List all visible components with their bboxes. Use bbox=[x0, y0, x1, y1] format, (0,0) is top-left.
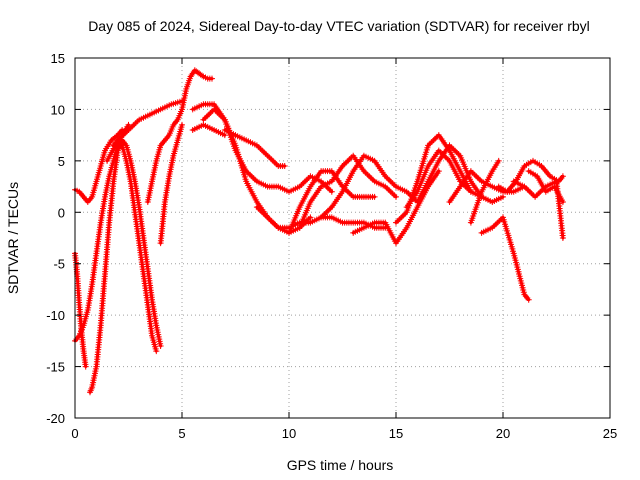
plus-markers bbox=[467, 157, 502, 226]
series-arc3 bbox=[87, 137, 126, 396]
series-line bbox=[146, 68, 201, 204]
plus-markers bbox=[253, 204, 389, 231]
y-tick-label: -20 bbox=[46, 411, 65, 426]
plus-markers bbox=[318, 152, 421, 221]
y-tick-label: 15 bbox=[51, 51, 65, 66]
series-arc9 bbox=[196, 70, 215, 82]
series-line bbox=[351, 169, 441, 245]
y-tick-label: 5 bbox=[58, 154, 65, 169]
plus-markers bbox=[157, 121, 185, 247]
y-tick-label: -5 bbox=[53, 257, 65, 272]
plus-markers bbox=[104, 98, 185, 164]
x-tick-label: 0 bbox=[71, 426, 78, 441]
plus-markers bbox=[196, 70, 215, 82]
x-tick-label: 15 bbox=[389, 426, 403, 441]
plus-markers bbox=[189, 121, 228, 139]
plus-markers bbox=[221, 127, 288, 169]
plus-markers bbox=[350, 168, 442, 247]
series-arc4 bbox=[72, 250, 89, 370]
y-axis-label: SDTVAR / TECUs bbox=[5, 182, 21, 294]
data-series-group bbox=[72, 67, 566, 396]
series-arc24 bbox=[467, 157, 502, 226]
series-line bbox=[201, 107, 312, 235]
plus-markers bbox=[525, 168, 566, 205]
plus-markers bbox=[87, 137, 126, 396]
plus-markers bbox=[393, 132, 474, 226]
y-tick-label: 0 bbox=[58, 205, 65, 220]
y-tick-label: -10 bbox=[46, 308, 65, 323]
chart-title: Day 085 of 2024, Sidereal Day-to-day VTE… bbox=[88, 18, 590, 34]
plus-markers bbox=[119, 137, 164, 349]
grid-lines bbox=[75, 58, 610, 418]
x-tick-label: 5 bbox=[178, 426, 185, 441]
x-tick-label: 20 bbox=[496, 426, 510, 441]
plus-markers bbox=[144, 67, 203, 205]
series-arc8 bbox=[144, 67, 203, 205]
series-arc6 bbox=[119, 137, 164, 349]
x-axis-label: GPS time / hours bbox=[287, 457, 394, 473]
y-tick-label: 10 bbox=[51, 102, 65, 117]
series-arc28 bbox=[525, 168, 566, 205]
series-arc7 bbox=[104, 98, 185, 164]
plot-frame bbox=[74, 57, 611, 419]
plus-markers bbox=[286, 168, 378, 236]
series-arc18 bbox=[318, 152, 421, 221]
series-arc25 bbox=[478, 214, 532, 303]
series-arc10 bbox=[157, 121, 185, 247]
axis-ticks: 0 5 10 15 20 25 -20 -15 -10 -5 0 5 10 15 bbox=[46, 51, 617, 441]
y-tick-label: -15 bbox=[46, 360, 65, 375]
x-tick-label: 10 bbox=[282, 426, 296, 441]
plus-markers bbox=[478, 214, 532, 303]
series-arc14 bbox=[189, 121, 228, 139]
series-arc16 bbox=[286, 168, 378, 236]
series-line bbox=[319, 154, 419, 219]
x-tick-label: 25 bbox=[603, 426, 617, 441]
series-arc13 bbox=[221, 127, 288, 169]
